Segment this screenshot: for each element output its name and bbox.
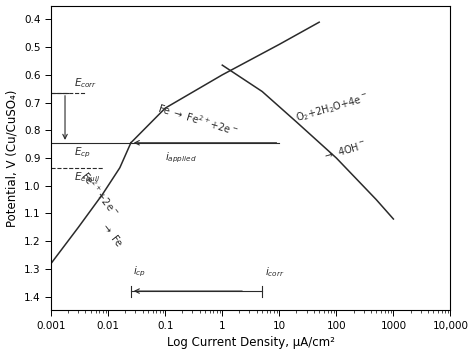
Text: $i_{cp}$: $i_{cp}$ <box>133 264 146 279</box>
Y-axis label: Potential, V (Cu/CuSO₄): Potential, V (Cu/CuSO₄) <box>6 89 18 227</box>
Text: Fe $\rightarrow$ Fe$^{2+}$+2e$^-$: Fe $\rightarrow$ Fe$^{2+}$+2e$^-$ <box>156 100 240 138</box>
Text: $i_{applied}$: $i_{applied}$ <box>165 151 197 165</box>
Text: $E_{corr}$: $E_{corr}$ <box>74 76 97 89</box>
Text: $E_{equil}$: $E_{equil}$ <box>74 170 100 185</box>
Text: $i_{corr}$: $i_{corr}$ <box>264 265 284 279</box>
Text: Fe$^{2+}$+2e$^-$: Fe$^{2+}$+2e$^-$ <box>78 169 122 219</box>
Text: O$_2$+2H$_2$O+4e$^-$: O$_2$+2H$_2$O+4e$^-$ <box>294 91 370 125</box>
Text: $E_{cp}$: $E_{cp}$ <box>74 146 91 160</box>
X-axis label: Log Current Density, μA/cm²: Log Current Density, μA/cm² <box>167 337 335 349</box>
Text: $\rightarrow$ 4OH$^-$: $\rightarrow$ 4OH$^-$ <box>321 138 368 162</box>
Text: $\rightarrow$ Fe: $\rightarrow$ Fe <box>100 219 126 249</box>
